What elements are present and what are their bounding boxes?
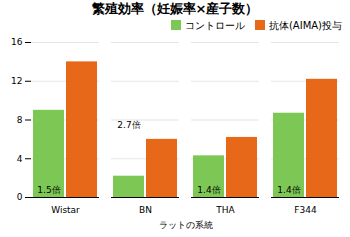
svg-text:16: 16 xyxy=(11,37,23,47)
svg-text:ラットの系統: ラットの系統 xyxy=(159,220,213,230)
svg-text:1.4倍: 1.4倍 xyxy=(197,185,220,195)
html-text:繁殖効率（妊娠率×産子数）: 繁殖効率（妊娠率×産子数） xyxy=(91,1,259,16)
svg-text:BN: BN xyxy=(139,205,152,215)
html-text:コントロール: コントロール xyxy=(184,20,245,31)
svg-text:Wistar: Wistar xyxy=(51,205,80,215)
svg-text:1.5倍: 1.5倍 xyxy=(37,185,60,195)
svg-text:0: 0 xyxy=(17,192,23,202)
html-text:抗体(AIMA)投与: 抗体(AIMA)投与 xyxy=(268,20,342,31)
svg-text:8: 8 xyxy=(17,115,23,125)
svg-text:2.7倍: 2.7倍 xyxy=(117,120,140,130)
svg-text:12: 12 xyxy=(11,76,22,86)
svg-text:1.4倍: 1.4倍 xyxy=(277,185,300,195)
svg-text:F344: F344 xyxy=(294,205,317,215)
svg-text:THA: THA xyxy=(215,205,235,215)
svg-text:4: 4 xyxy=(17,154,23,164)
